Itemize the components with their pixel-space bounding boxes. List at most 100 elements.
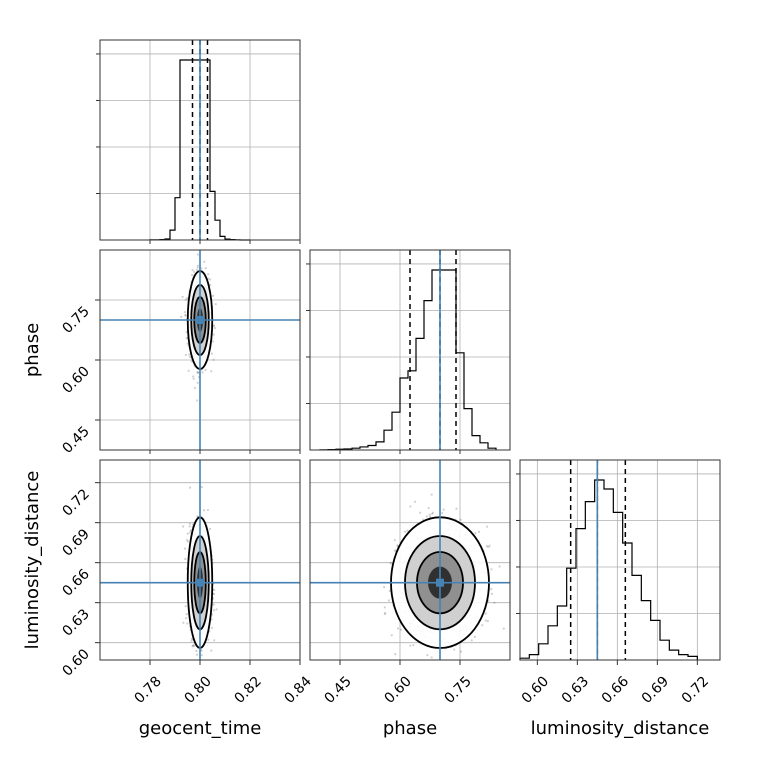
- scatter-point: [194, 662, 196, 664]
- scatter-point: [459, 650, 463, 653]
- scatter-point: [191, 645, 194, 648]
- scatter-point: [200, 267, 203, 270]
- scatter-point: [502, 627, 505, 630]
- scatter-point: [470, 639, 473, 642]
- scatter-point: [204, 368, 207, 372]
- scatter-point: [490, 592, 494, 595]
- scatter-point: [430, 656, 433, 659]
- scatter-point: [428, 513, 431, 516]
- scatter-point: [383, 612, 386, 616]
- scatter-point: [190, 639, 193, 642]
- tick-label-phase: 0.45: [321, 674, 354, 707]
- scatter-point: [396, 544, 399, 547]
- histogram-luminosity_distance: [519, 479, 698, 660]
- x-axis-label-phase: phase: [383, 718, 437, 739]
- scatter-point: [212, 325, 215, 328]
- scatter-point: [209, 278, 212, 281]
- scatter-point: [210, 370, 213, 373]
- tick-label-luminosity-distance-y: 0.66: [59, 566, 92, 599]
- scatter-point: [192, 377, 195, 380]
- scatter-point: [192, 644, 195, 647]
- scatter-point: [196, 264, 200, 267]
- scatter-point: [485, 545, 489, 548]
- scatter-point: [390, 634, 393, 637]
- scatter-point: [399, 628, 403, 631]
- scatter-point: [184, 314, 187, 317]
- scatter-point: [208, 527, 212, 531]
- scatter-frame-phase-luminosity_distance: [309, 459, 511, 661]
- scatter-point: [189, 531, 192, 534]
- scatter-point: [212, 333, 215, 336]
- scatter-point: [213, 327, 216, 330]
- scatter-point: [213, 588, 216, 592]
- scatter-point: [196, 253, 199, 256]
- scatter-point: [393, 549, 396, 552]
- scatter-point: [193, 644, 196, 647]
- scatter-point: [488, 544, 491, 547]
- scatter-point: [192, 644, 195, 647]
- scatter-point: [195, 268, 198, 272]
- scatter-point: [212, 609, 216, 612]
- histogram-frame-phase: [309, 249, 511, 451]
- scatter-point: [484, 612, 488, 615]
- scatter-point: [384, 611, 387, 615]
- scatter-point: [202, 663, 204, 665]
- scatter-point: [409, 644, 412, 647]
- scatter-point: [188, 353, 191, 356]
- scatter-point: [193, 270, 196, 273]
- scatter-point: [196, 371, 199, 374]
- scatter-point: [210, 626, 214, 629]
- scatter-point: [490, 662, 492, 664]
- scatter-point: [440, 512, 444, 515]
- scatter-panel-phase-luminosity_distance: [310, 460, 510, 664]
- tick-label-luminosity-distance-y: 0.69: [59, 526, 92, 559]
- tick-label-luminosity-distance: 0.69: [639, 674, 672, 707]
- histogram-frame-luminosity_distance: [519, 459, 721, 661]
- scatter-point: [203, 260, 206, 263]
- scatter-point: [215, 608, 218, 611]
- scatter-point: [428, 515, 432, 518]
- x-axis-label-geocent-time: geocent_time: [139, 718, 262, 739]
- scatter-point: [184, 557, 187, 561]
- scatter-point: [191, 269, 194, 272]
- scatter-point: [213, 639, 216, 642]
- scatter-point: [430, 512, 434, 515]
- scatter-point: [180, 315, 183, 318]
- scatter-point: [414, 500, 417, 503]
- scatter-point: [195, 653, 199, 656]
- scatter-point: [186, 622, 189, 625]
- scatter-point: [192, 375, 195, 378]
- scatter-point: [183, 547, 187, 550]
- scatter-point: [181, 525, 185, 528]
- scatter-point: [186, 342, 189, 345]
- tick-label-geocent-time: 0.78: [131, 674, 164, 707]
- tick-label-phase-y: 0.45: [59, 424, 92, 457]
- scatter-point: [473, 635, 476, 638]
- scatter-point: [184, 298, 187, 301]
- truth-marker: [436, 578, 444, 587]
- scatter-point: [181, 295, 184, 299]
- scatter-point: [212, 294, 215, 297]
- scatter-point: [387, 599, 390, 602]
- scatter-point: [390, 562, 393, 565]
- scatter-point: [196, 266, 199, 269]
- scatter-point: [426, 654, 429, 657]
- x-axis-label-luminosity-distance: luminosity_distance: [531, 718, 710, 739]
- scatter-point: [188, 355, 192, 359]
- scatter-point: [185, 612, 188, 616]
- scatter-point: [212, 592, 216, 596]
- scatter-point: [394, 652, 397, 656]
- scatter-point: [184, 314, 187, 317]
- scatter-point: [189, 529, 192, 532]
- truth-marker: [196, 578, 204, 587]
- scatter-point: [459, 518, 462, 521]
- scatter-point: [197, 371, 200, 374]
- scatter-point: [200, 486, 203, 489]
- scatter-point: [481, 624, 484, 627]
- scatter-point: [409, 505, 412, 508]
- scatter-panel-geocent_time-phase: [100, 250, 300, 450]
- y-axis-label-phase: phase: [22, 323, 43, 377]
- scatter-point: [190, 360, 193, 363]
- scatter-point: [212, 358, 215, 361]
